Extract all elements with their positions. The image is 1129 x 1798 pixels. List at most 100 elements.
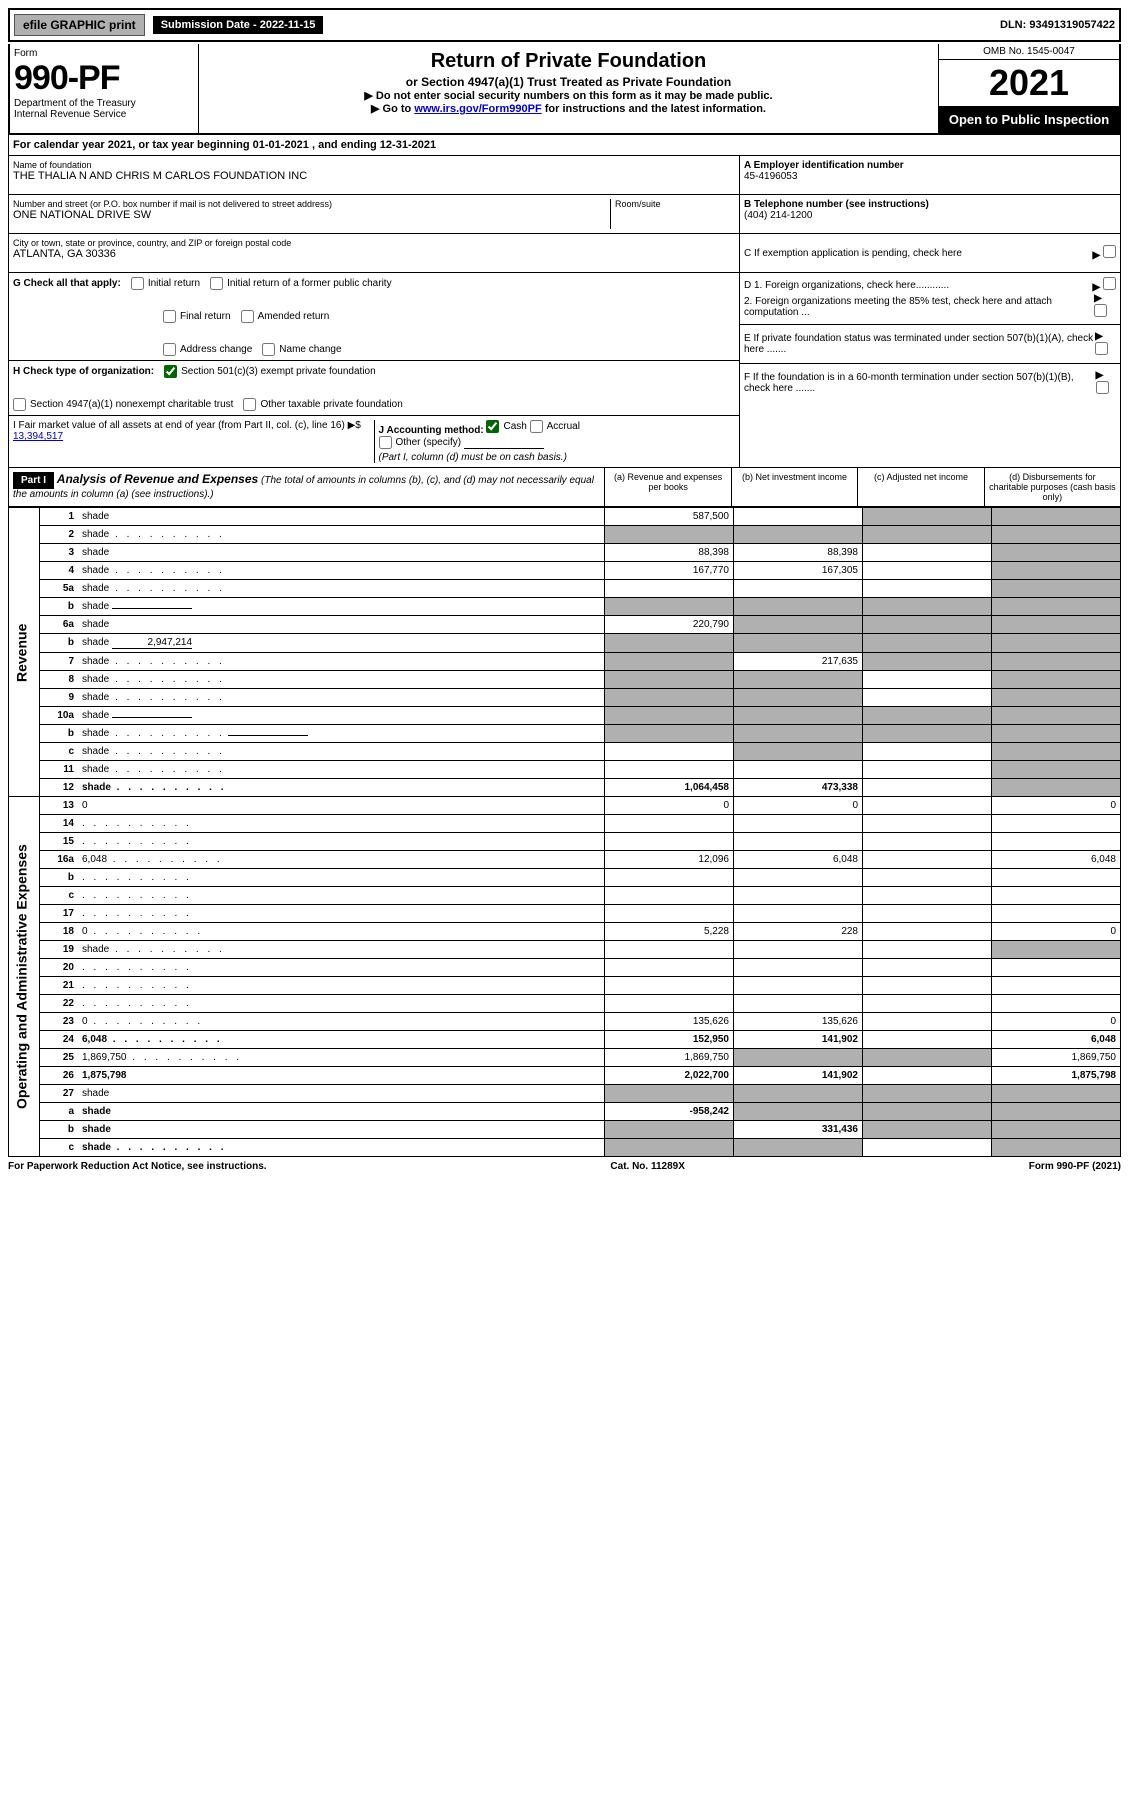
- final-return-checkbox[interactable]: [163, 310, 176, 323]
- omb-number: OMB No. 1545-0047: [939, 44, 1119, 60]
- col-d-cell: [992, 725, 1121, 743]
- f-checkbox[interactable]: [1096, 381, 1109, 394]
- line-description: [78, 887, 605, 905]
- line-number: 12: [40, 779, 79, 797]
- col-c-cell: [863, 707, 992, 725]
- name-change-checkbox[interactable]: [262, 343, 275, 356]
- line-number: 25: [40, 1049, 79, 1067]
- col-c-cell: [863, 887, 992, 905]
- e-checkbox[interactable]: [1095, 342, 1108, 355]
- line-number: 8: [40, 671, 79, 689]
- g-label: G Check all that apply:: [13, 278, 121, 289]
- table-row: 19shade: [9, 941, 1121, 959]
- initial-return-checkbox[interactable]: [131, 277, 144, 290]
- table-row: 16a6,04812,0966,0486,048: [9, 851, 1121, 869]
- address-change-checkbox[interactable]: [163, 343, 176, 356]
- d2-checkbox[interactable]: [1094, 304, 1107, 317]
- line-description: [78, 869, 605, 887]
- inline-value: [112, 717, 192, 718]
- cash-checkbox[interactable]: [486, 420, 499, 433]
- other-taxable-checkbox[interactable]: [243, 398, 256, 411]
- line-description: shade: [78, 653, 605, 671]
- ein-cell: A Employer identification number 45-4196…: [740, 156, 1120, 195]
- table-row: 261,875,7982,022,700141,9021,875,798: [9, 1067, 1121, 1085]
- i-label: I Fair market value of all assets at end…: [13, 420, 345, 431]
- footer-left: For Paperwork Reduction Act Notice, see …: [8, 1161, 267, 1172]
- table-row: ashade-958,242: [9, 1103, 1121, 1121]
- form-title: Return of Private Foundation: [203, 50, 934, 73]
- col-c-cell: [863, 1085, 992, 1103]
- col-a-header: (a) Revenue and expenses per books: [604, 468, 730, 506]
- col-a-cell: [605, 959, 734, 977]
- col-c-cell: [863, 598, 992, 616]
- initial-former-checkbox[interactable]: [210, 277, 223, 290]
- col-d-cell: [992, 869, 1121, 887]
- table-row: c: [9, 887, 1121, 905]
- d2-label: 2. Foreign organizations meeting the 85%…: [744, 296, 1094, 318]
- line-description: shade: [78, 743, 605, 761]
- accrual-checkbox[interactable]: [530, 420, 543, 433]
- table-row: 27shade: [9, 1085, 1121, 1103]
- j-note: (Part I, column (d) must be on cash basi…: [379, 452, 567, 463]
- part1-title: Analysis of Revenue and Expenses: [57, 472, 258, 486]
- line-number: 22: [40, 995, 79, 1013]
- col-a-cell: [605, 869, 734, 887]
- line-description: shade: [78, 1103, 605, 1121]
- line-description: shade: [78, 544, 605, 562]
- table-row: bshade: [9, 725, 1121, 743]
- line-number: b: [40, 634, 79, 653]
- line-description: shade: [78, 616, 605, 634]
- ein-label: A Employer identification number: [744, 160, 904, 171]
- calendar-year-row: For calendar year 2021, or tax year begi…: [8, 135, 1121, 156]
- col-b-cell: [734, 887, 863, 905]
- line-description: shade: [78, 580, 605, 598]
- other-method-checkbox[interactable]: [379, 436, 392, 449]
- table-row: cshade: [9, 743, 1121, 761]
- h2-label: Section 4947(a)(1) nonexempt charitable …: [30, 399, 233, 410]
- 4947-checkbox[interactable]: [13, 398, 26, 411]
- dept-treasury: Department of the Treasury: [14, 98, 194, 109]
- line-number: b: [40, 598, 79, 616]
- col-a-cell: [605, 598, 734, 616]
- h-check-row: H Check type of organization: Section 50…: [9, 361, 739, 416]
- g5-label: Address change: [180, 344, 252, 355]
- d1-checkbox[interactable]: [1103, 277, 1116, 290]
- col-c-cell: [863, 653, 992, 671]
- col-c-cell: [863, 562, 992, 580]
- revenue-side-label: Revenue: [9, 508, 40, 797]
- goto-line: ▶ Go to www.irs.gov/Form990PF for instru…: [203, 102, 934, 115]
- col-c-cell: [863, 526, 992, 544]
- col-a-cell: 2,022,700: [605, 1067, 734, 1085]
- col-c-cell: [863, 905, 992, 923]
- form-number: 990-PF: [14, 59, 194, 98]
- table-row: bshade331,436: [9, 1121, 1121, 1139]
- c-checkbox[interactable]: [1103, 245, 1116, 258]
- col-c-cell: [863, 761, 992, 779]
- col-b-cell: [734, 671, 863, 689]
- line-description: shade: [78, 526, 605, 544]
- efile-button[interactable]: efile GRAPHIC print: [14, 14, 145, 36]
- col-a-cell: 152,950: [605, 1031, 734, 1049]
- col-a-cell: [605, 671, 734, 689]
- line-number: b: [40, 869, 79, 887]
- col-a-cell: 1,869,750: [605, 1049, 734, 1067]
- fmv-link[interactable]: 13,394,517: [13, 431, 63, 442]
- irs-link[interactable]: www.irs.gov/Form990PF: [414, 103, 541, 115]
- amended-return-checkbox[interactable]: [241, 310, 254, 323]
- col-d-header: (d) Disbursements for charitable purpose…: [984, 468, 1120, 506]
- foundation-name: THE THALIA N AND CHRIS M CARLOS FOUNDATI…: [13, 170, 735, 182]
- col-d-cell: 6,048: [992, 1031, 1121, 1049]
- col-c-cell: [863, 743, 992, 761]
- line-number: 27: [40, 1085, 79, 1103]
- line-number: 4: [40, 562, 79, 580]
- h1-label: Section 501(c)(3) exempt private foundat…: [181, 366, 376, 377]
- goto-post: for instructions and the latest informat…: [542, 103, 766, 115]
- 501c3-checkbox[interactable]: [164, 365, 177, 378]
- j3-label: Other (specify): [396, 437, 462, 448]
- table-row: 4shade167,770167,305: [9, 562, 1121, 580]
- inline-value: [112, 608, 192, 609]
- col-a-cell: 135,626: [605, 1013, 734, 1031]
- table-row: 1805,2282280: [9, 923, 1121, 941]
- g2-label: Initial return of a former public charit…: [227, 278, 392, 289]
- col-c-cell: [863, 1121, 992, 1139]
